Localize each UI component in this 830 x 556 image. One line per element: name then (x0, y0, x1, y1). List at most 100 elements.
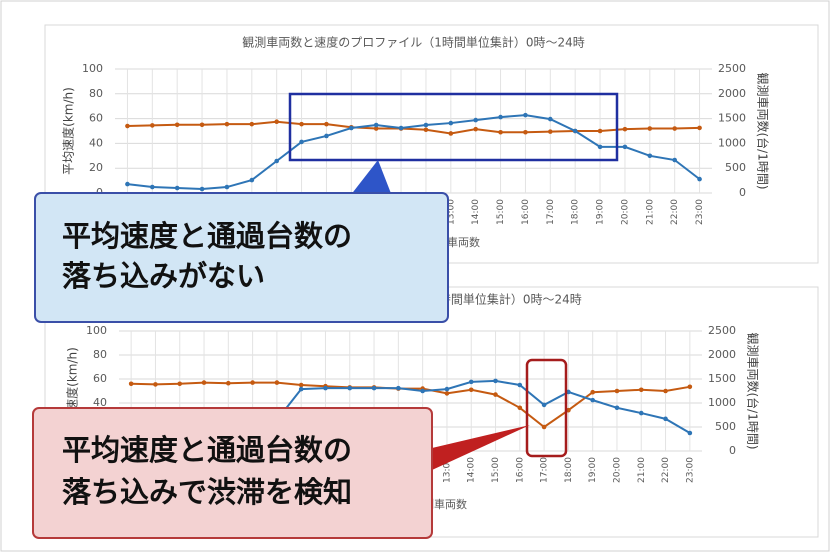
data-point (517, 405, 523, 411)
callout-text: 平均速度と通過台数の (62, 433, 352, 467)
y-tick-label: 60 (93, 372, 107, 385)
data-point (622, 126, 628, 132)
data-point (468, 379, 474, 385)
data-point (590, 397, 595, 403)
y2-tick-label: 500 (725, 161, 746, 174)
y2-tick-label: 0 (729, 444, 736, 457)
y2-tick-label: 2500 (718, 62, 746, 75)
data-point (523, 112, 528, 118)
x-tick-label: 23:00 (695, 199, 705, 225)
data-point (274, 119, 279, 124)
x-tick-label: 15:00 (496, 199, 506, 225)
x-tick-label: 22:00 (661, 457, 671, 483)
data-point (174, 185, 180, 191)
x-tick-label: 14:00 (471, 199, 481, 225)
x-tick-label: 21:00 (645, 199, 655, 225)
y-tick-label: 100 (86, 324, 107, 337)
data-point (672, 126, 677, 131)
highlight-box (525, 358, 568, 458)
x-tick-label: 19:00 (596, 199, 606, 225)
data-point (597, 144, 603, 150)
x-tick-label: 13:00 (442, 457, 452, 483)
callout-pointer (432, 425, 530, 470)
data-point (622, 144, 628, 150)
data-point (298, 382, 304, 388)
data-point (444, 391, 450, 396)
y2-tick-label: 1500 (718, 112, 746, 125)
data-point (396, 385, 401, 391)
data-point (199, 122, 205, 128)
data-point (150, 123, 155, 128)
data-point (493, 378, 498, 384)
data-point (444, 386, 450, 392)
data-point (371, 385, 377, 391)
data-point (647, 126, 653, 131)
data-point (349, 125, 354, 131)
y-axis-title: 平均速度(km/h) (61, 87, 76, 175)
y-tick-label: 20 (89, 161, 103, 174)
data-point (697, 125, 702, 131)
x-tick-label: 17:00 (546, 199, 556, 225)
data-point (468, 387, 474, 393)
y-tick-label: 100 (82, 62, 103, 75)
data-point (473, 126, 478, 132)
callout-pointer (350, 160, 392, 196)
data-point (548, 129, 553, 134)
data-point (638, 387, 644, 393)
data-point (614, 388, 620, 394)
data-point (672, 157, 677, 163)
data-point (299, 139, 304, 145)
x-tick-label: 15:00 (491, 457, 501, 483)
y2-tick-label: 1000 (708, 396, 736, 409)
y2-axis-title: 観測車両数(台/1時間) (756, 72, 771, 189)
series-line (127, 114, 701, 191)
data-point (249, 121, 255, 127)
y-tick-label: 80 (89, 87, 103, 100)
data-point (274, 158, 279, 164)
x-tick-label: 16:00 (515, 457, 525, 483)
data-point (398, 125, 404, 131)
data-point (597, 128, 603, 134)
data-point (498, 129, 503, 135)
x-tick-label: 14:00 (467, 457, 477, 483)
y2-tick-label: 500 (715, 420, 736, 433)
data-point (473, 117, 478, 123)
callout (34, 192, 449, 323)
chart-title: 観測車両数と速度のプロファイル（1時間単位集計）0時～24時 (242, 35, 585, 50)
data-point (663, 388, 668, 394)
y2-tick-label: 2500 (708, 324, 736, 337)
data-point (572, 128, 578, 134)
data-point (174, 122, 180, 128)
data-point (125, 123, 130, 129)
data-point (177, 381, 183, 387)
data-point (373, 122, 379, 128)
data-point (614, 405, 620, 411)
data-point (226, 380, 231, 386)
y-tick-label: 40 (93, 396, 107, 409)
data-point (523, 129, 528, 135)
y-tick-label: 40 (89, 136, 103, 149)
x-tick-label: 17:00 (540, 457, 550, 483)
overlay: 平均速度と通過台数の 落ち込みがない 平均速度と通過台数の 落ち込みで渋滞を検知 (32, 92, 619, 539)
data-point (299, 121, 304, 127)
x-tick-label: 20:00 (612, 457, 622, 483)
x-tick-label: 23:00 (685, 457, 695, 483)
y2-tick-label: 1000 (718, 136, 746, 149)
data-point (423, 127, 429, 133)
x-tick-label: 13:00 (446, 199, 456, 225)
data-point (298, 386, 304, 392)
y2-axis-title: 観測車両数(台/1時間) (746, 332, 761, 449)
data-point (448, 131, 454, 136)
y2-tick-label: 2000 (708, 348, 736, 361)
data-point (347, 385, 353, 391)
data-point (125, 181, 130, 187)
data-point (224, 184, 230, 190)
x-tick-label: 18:00 (571, 199, 581, 225)
data-point (324, 121, 329, 127)
data-point (663, 416, 668, 422)
x-tick-label: 18:00 (564, 457, 574, 483)
data-point (423, 122, 429, 128)
data-point (201, 380, 207, 385)
y-tick-label: 80 (93, 348, 107, 361)
data-point (448, 120, 454, 126)
